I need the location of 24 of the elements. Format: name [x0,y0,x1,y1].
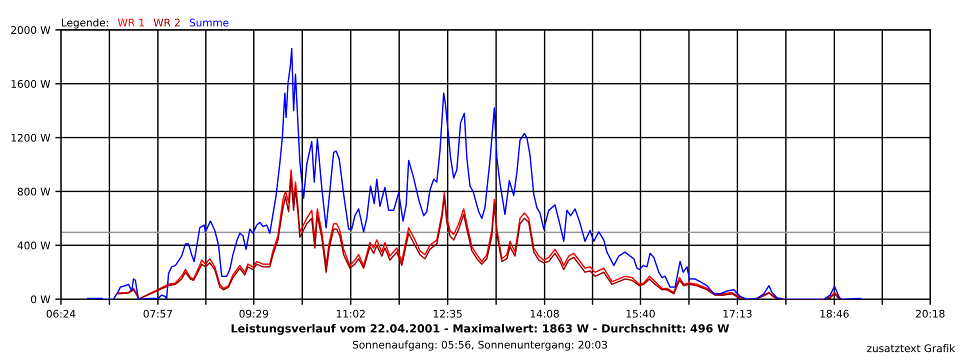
x-tick-label: 14:08 [530,310,559,318]
text: Summe [190,18,228,27]
y-tick-label: 0 W [30,295,50,304]
y-tick-label: 800 W [18,188,50,196]
x-tick-label: 20:18 [916,310,945,318]
x-tick-label: 18:46 [820,310,849,318]
text: Sonnenaufgang: 05:56, Sonnenuntergang: 20:03 [352,340,607,351]
y-tick-label: 1600 W [12,80,50,88]
x-tick-label: 12:35 [434,310,462,318]
y-tick-label: 2000 W [11,26,50,34]
text: Leistungsverlauf vom 22.04.2001 - Maximalwert: 1863 W - Durchschnitt: 496 W [232,324,730,335]
text: WR 1 [118,18,144,26]
x-tick-label: 17:13 [724,310,752,318]
y-tick-label: 400 W [18,242,50,250]
x-tick-label: 15:40 [626,310,655,318]
x-tick-label: 07:57 [144,310,172,318]
text: WR 2 [154,18,180,26]
x-tick-label: 09:29 [239,310,268,318]
x-tick-label: 06:24 [46,310,76,318]
text: zusatztext Grafik [867,344,956,352]
legend-title: Legende: [62,18,108,29]
y-tick-label: 1200 W [12,134,50,142]
x-tick-label: 11:02 [336,310,365,318]
line-series [87,48,863,300]
